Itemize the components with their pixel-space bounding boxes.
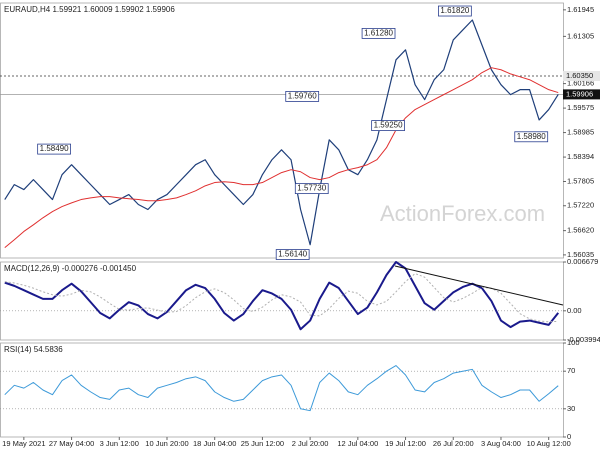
- series-line: [4, 273, 559, 323]
- level-label: 1.60350: [566, 71, 593, 80]
- annotation-box: [438, 5, 472, 17]
- series-line: [4, 365, 559, 412]
- annotation-label: 1.59760: [288, 92, 317, 101]
- annotation: 1.59760: [285, 91, 320, 102]
- y-tick-label: 1.61305: [567, 31, 594, 40]
- y-tick-label: 70: [567, 366, 575, 375]
- annotation-box: [514, 131, 549, 143]
- y-tick-label: 1.58394: [567, 152, 594, 161]
- annotation: 1.61820: [438, 5, 472, 17]
- annotation-label: 1.61820: [440, 6, 469, 15]
- trend-line: [394, 265, 564, 306]
- annotation: 1.57730: [294, 183, 329, 195]
- annotation: 1.58490: [37, 143, 71, 155]
- panel-title: EURAUD,H4 1.59921 1.60009 1.59902 1.5990…: [4, 5, 175, 14]
- annotation-label: 1.58490: [40, 144, 69, 153]
- annotation: 1.61280: [361, 28, 396, 39]
- y-tick-label: 0.00: [567, 306, 582, 315]
- annotation-label: 1.57730: [297, 184, 326, 193]
- series-line: [4, 67, 559, 249]
- y-tick-label: 1.59575: [567, 103, 594, 112]
- level-label-box: [563, 70, 600, 81]
- x-tick-label: 26 Jul 20:00: [433, 439, 474, 448]
- y-tick-label: 1.58985: [567, 128, 594, 137]
- x-tick-label: 27 May 04:00: [49, 439, 94, 448]
- annotation-box: [361, 28, 396, 39]
- x-tick-label: 3 Jun 12:00: [100, 439, 139, 448]
- x-tick-label: 18 Jun 04:00: [193, 439, 236, 448]
- x-tick-label: 19 May 2021: [2, 439, 45, 448]
- x-tick-label: 2 Jul 20:00: [292, 439, 329, 448]
- panel-frame: [0, 342, 564, 438]
- y-tick-label: 1.60166: [567, 79, 594, 88]
- x-tick-label: 19 Jul 12:00: [385, 439, 426, 448]
- x-tick-label: 10 Aug 12:00: [527, 439, 571, 448]
- annotation-label: 1.61280: [364, 29, 393, 38]
- x-tick-label: 12 Jul 04:00: [337, 439, 378, 448]
- annotation-box: [294, 183, 329, 195]
- y-tick-label: 0: [567, 432, 571, 441]
- y-tick-label: 1.56620: [567, 226, 594, 235]
- annotation-box: [275, 249, 310, 260]
- x-tick-label: 3 Aug 04:00: [481, 439, 521, 448]
- annotation: 1.59250: [371, 120, 405, 131]
- annotation-label: 1.59250: [374, 121, 403, 130]
- annotation-box: [37, 143, 71, 155]
- annotation-label: 1.58980: [517, 132, 546, 141]
- level-label: 1.59906: [566, 89, 593, 98]
- y-tick-label: 1.56035: [567, 250, 594, 259]
- annotation-box: [371, 120, 405, 131]
- y-tick-label: 1.61945: [567, 5, 594, 14]
- annotation-box: [285, 91, 320, 102]
- y-tick-label: 100: [567, 338, 580, 347]
- y-tick-label: 1.57805: [567, 176, 594, 185]
- annotation-label: 1.56140: [278, 250, 307, 259]
- panel-title: RSI(14) 54.5836: [4, 345, 63, 354]
- level-label-box: [563, 89, 600, 100]
- panel-title: MACD(12,26,9) -0.000276 -0.001450: [4, 264, 137, 273]
- x-tick-label: 25 Jun 12:00: [241, 439, 284, 448]
- y-tick-label: 0.006679: [567, 257, 598, 266]
- annotation: 1.56140: [275, 249, 310, 260]
- series-line: [4, 261, 560, 331]
- y-tick-label: 1.57220: [567, 201, 594, 210]
- panel-frame: [0, 261, 564, 341]
- series-line: [4, 19, 559, 246]
- watermark: ActionForex.com: [380, 201, 545, 226]
- y-tick-label: 30: [567, 404, 575, 413]
- annotation: 1.58980: [514, 131, 549, 143]
- y-tick-label: -0.003994: [567, 335, 600, 344]
- x-tick-label: 10 Jun 20:00: [145, 439, 188, 448]
